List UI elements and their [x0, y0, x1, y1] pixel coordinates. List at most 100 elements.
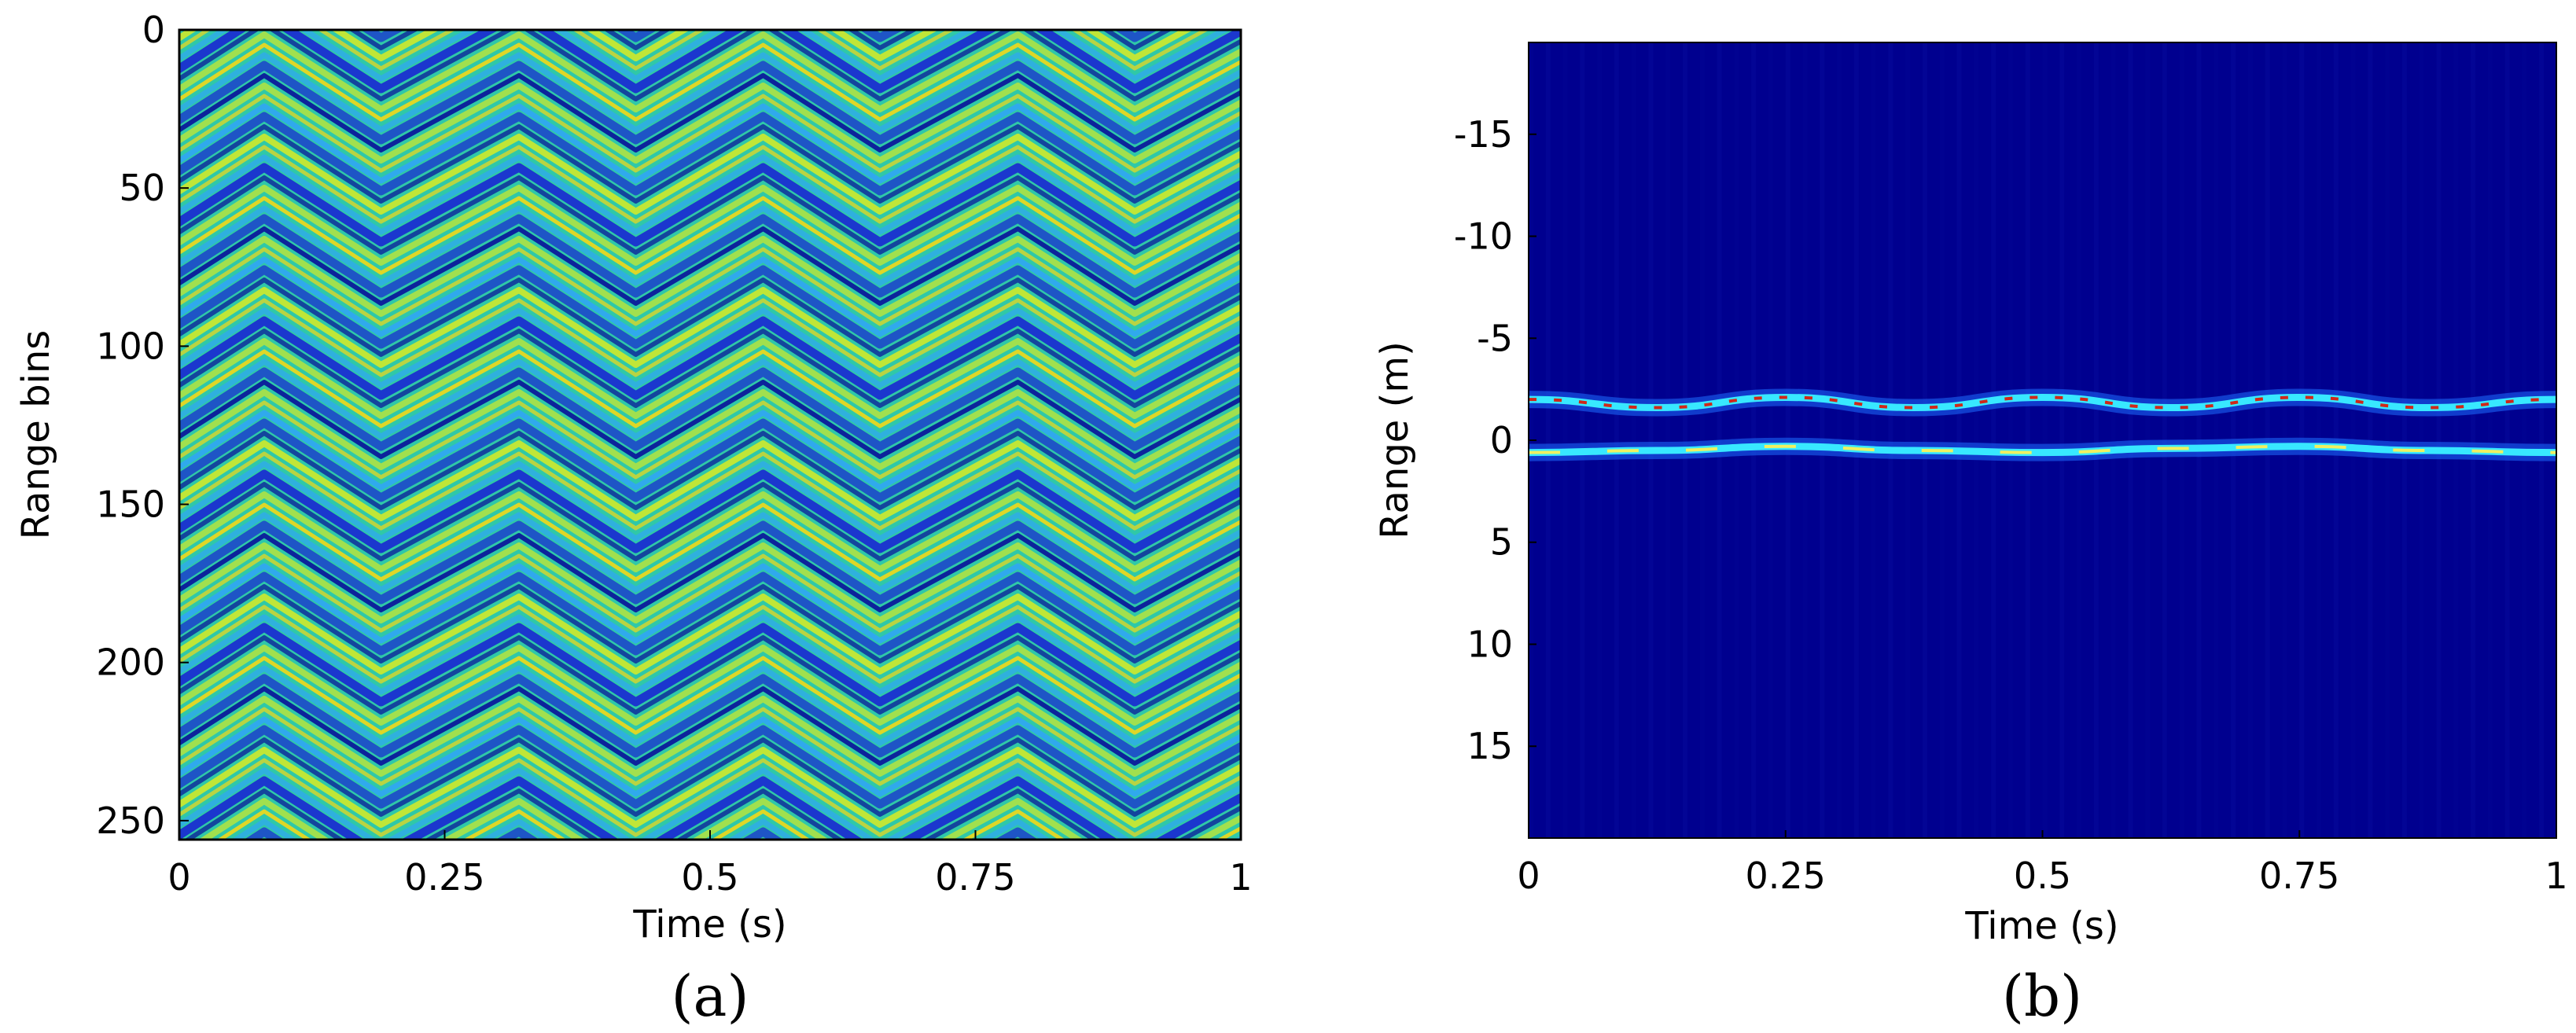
panel-a-ytick-label: 100: [96, 325, 165, 367]
panel-a-stripe: [179, 380, 1241, 459]
panel-a-stripe: [179, 338, 1241, 419]
panel-a-field: [148, 0, 1272, 840]
panel-a-stripe: [179, 134, 1241, 215]
panel-b-streak: [2042, 42, 2048, 838]
panel-b-ytick-label: 10: [1466, 623, 1513, 665]
panel-b-streak: [1699, 42, 1705, 838]
panel-a-stripe: [179, 623, 1241, 707]
panel-a-stripe: [179, 440, 1241, 521]
panel-b-streak: [1614, 42, 1619, 838]
panel-a-stripe: [179, 163, 1241, 247]
panel-b-trace-core: [1529, 395, 2556, 410]
panel-a-stripe: [179, 725, 1241, 809]
panel-a-stripe: [179, 542, 1241, 623]
panel-a-ytick-label: 250: [96, 800, 165, 842]
panel-a-stripe: [179, 316, 1241, 400]
panel-b-streak: [1956, 42, 1962, 838]
panel-a-stripe: [179, 491, 1241, 572]
panel-a-stripe: [179, 236, 1241, 317]
panel-b-xlabel: Time (s): [1964, 904, 2118, 948]
panel-a-stripe: [179, 594, 1241, 675]
panel-a-stripe: [179, 520, 1241, 605]
panel-b-xtick-label: 0.5: [2014, 855, 2071, 897]
panel-a-stripe: [179, 635, 1241, 715]
panel-b-ytick-label: 5: [1490, 521, 1513, 564]
panel-a-stripe: [179, 205, 1241, 286]
panel-b-streak: [2007, 42, 2013, 838]
panel-a-stripe: [179, 185, 1241, 266]
panel-b-streak: [1871, 42, 1876, 838]
panel-a-stripe: [179, 605, 1241, 684]
panel-a-stripe: [179, 410, 1241, 491]
panel-b-ytick-label: 0: [1490, 419, 1513, 461]
panel-a-stripe: [179, 389, 1241, 470]
panel-a-xtick-label: 0.25: [404, 856, 484, 899]
panel-b-streak: [2504, 42, 2510, 838]
panel-b-streak: [1665, 42, 1671, 838]
panel-b-background: [1529, 42, 2556, 838]
panel-a-stripe: [179, 73, 1241, 153]
panel-b-xtick-label: 0.25: [1746, 855, 1826, 897]
panel-a-stripe: [179, 226, 1241, 306]
panel-b-streak: [2128, 42, 2133, 838]
panel-a-ytick-label: 50: [119, 167, 165, 209]
panel-b-field: [1529, 42, 2556, 838]
panel-b-trace-core: [1529, 444, 2556, 454]
panel-a-stripe: [179, 563, 1241, 644]
panel-b-heatmap: 0 0.25 0.5 0.75 1 -15 -10 -5 0 5 10 15 Time (s) Ran…: [1373, 42, 2568, 1029]
panel-b-streak: [1562, 42, 1568, 838]
panel-a-stripe: [179, 349, 1241, 428]
panel-a-stripe: [179, 533, 1241, 612]
panel-b-ytick-label: -10: [1454, 215, 1513, 258]
panel-a-ticks: 0 0.25 0.5 0.75 1 0 50 100 150 200 250: [96, 9, 1252, 899]
panel-a-stripe: [179, 154, 1241, 235]
panel-b-streak: [2093, 42, 2099, 838]
panel-a-stripe: [179, 645, 1241, 726]
panel-a-stripe: [179, 112, 1241, 196]
panel-b-streak: [2487, 42, 2493, 838]
panel-a-stripe: [179, 665, 1241, 746]
panel-b-label: (b): [2002, 963, 2082, 1029]
panel-a-stripe: [379, 30, 1136, 31]
panel-b-streak: [2401, 42, 2407, 838]
panel-a-stripe: [179, 400, 1241, 480]
panel-b-streak: [1648, 42, 1654, 838]
panel-a-stripe: [179, 737, 1241, 817]
panel-a-heatmap: 0 0.25 0.5 0.75 1 0 50 100 150 200 250 Time (s) Ra…: [14, 0, 1272, 1029]
panel-a-stripe: [179, 358, 1241, 439]
panel-a-stripe: [179, 572, 1241, 656]
panel-a-stripe: [179, 52, 1241, 133]
panel-b-ytick-label: -15: [1454, 113, 1513, 156]
panel-a-stripe: [179, 767, 1241, 840]
panel-a-stripe: [148, 0, 1272, 17]
panel-a-stripe: [179, 367, 1241, 451]
panel-a-xlabel: Time (s): [632, 902, 786, 947]
panel-a-stripe: [179, 287, 1241, 368]
panel-a-stripe: [179, 469, 1241, 553]
panel-b-ticks: 0 0.25 0.5 0.75 1 -15 -10 -5 0 5 10 15: [1454, 113, 2568, 897]
panel-a-ytick-label: 150: [96, 483, 165, 526]
panel-b-streak: [1580, 42, 1585, 838]
panel-b-xtick-label: 0: [1517, 855, 1540, 897]
panel-a-stripe: [179, 686, 1241, 766]
panel-a-stripe: [179, 329, 1241, 408]
panel-b-ytick-label: -5: [1477, 317, 1513, 359]
panel-b-ytick-label: 15: [1466, 725, 1513, 767]
panel-a-xtick-label: 1: [1229, 856, 1252, 899]
panel-a-stripe: [179, 502, 1241, 582]
panel-a-stripe: [179, 482, 1241, 561]
panel-a-stripe: [179, 747, 1241, 828]
panel-a-stripe: [179, 175, 1241, 255]
panel-a-stripe: [179, 124, 1241, 204]
panel-b-xtick-label: 0.75: [2259, 855, 2339, 897]
panel-a-stripe: [179, 61, 1241, 145]
panel-a-xtick-label: 0.75: [935, 856, 1015, 899]
panel-b-streak: [2110, 42, 2116, 838]
panel-b-ylabel: Range (m): [1373, 341, 1417, 539]
panel-b-streak: [2522, 42, 2527, 838]
panel-a-stripe: [179, 418, 1241, 502]
panel-a-stripe: [183, 789, 1241, 840]
panel-b-streak: [1888, 42, 1893, 838]
panel-b-streak: [1597, 42, 1603, 838]
